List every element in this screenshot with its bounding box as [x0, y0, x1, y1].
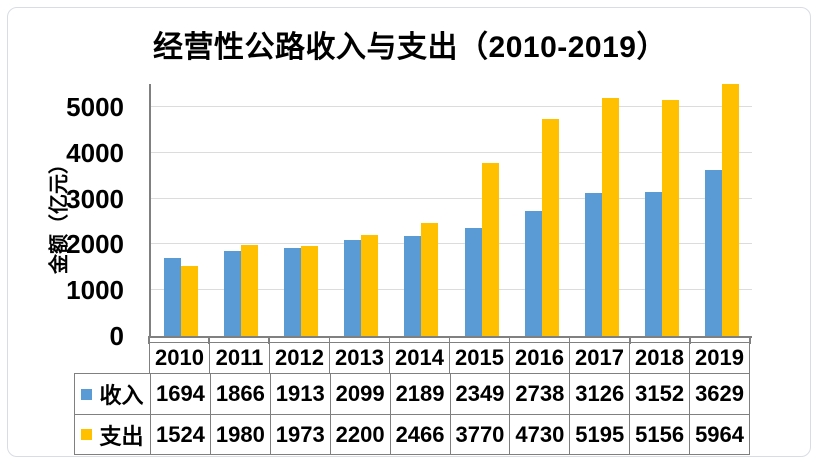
bar-group-2013 — [331, 84, 391, 336]
y-tick-label: 1000 — [66, 275, 124, 306]
year-cell: 2014 — [389, 343, 449, 373]
x-tick-mark — [568, 336, 571, 344]
legend-key-expense: 支出 — [75, 414, 150, 454]
x-tick-mark — [629, 336, 631, 344]
year-cell: 2015 — [449, 343, 509, 373]
y-tick-label: 3000 — [66, 183, 124, 214]
y-tick-label: 4000 — [66, 137, 124, 168]
gridline — [151, 105, 752, 107]
value-cell-income-2010: 1694 — [150, 374, 210, 414]
bar-group-2010 — [151, 84, 211, 336]
bar-group-2017 — [572, 84, 632, 336]
x-tick-mark — [328, 336, 331, 344]
chart-title: 经营性公路收入与支出（2010-2019） — [153, 31, 667, 64]
table-row-expense: 支出 1524 1980 1973 2200 2466 3770 4730 5195 5156 59… — [75, 414, 749, 454]
x-axis-category-row: 2010 2011 2012 2013 2014 2015 2016 2017 2018 2019 — [149, 342, 750, 373]
value-cell-income-2019: 3629 — [689, 374, 749, 414]
bar-income-2017 — [584, 192, 602, 336]
value-cell-expense-2016: 4730 — [509, 414, 570, 454]
year-cell: 2017 — [569, 343, 629, 373]
bar-income-2013 — [344, 239, 362, 336]
plot-area — [149, 84, 752, 338]
bar-income-2011 — [224, 250, 242, 336]
value-cell-income-2014: 2189 — [389, 374, 450, 414]
gridline — [151, 289, 752, 291]
x-tick-mark — [388, 336, 391, 344]
bar-group-2012 — [271, 84, 331, 336]
value-cell-income-2016: 2738 — [509, 374, 569, 414]
x-tick-mark — [689, 336, 691, 344]
series-label-expense: 支出 — [99, 423, 144, 449]
bar-group-2014 — [391, 84, 451, 336]
gridline — [151, 151, 752, 153]
value-cell-expense-2017: 5195 — [569, 414, 630, 454]
value-cell-expense-2012: 1973 — [269, 414, 330, 454]
gridline — [151, 197, 752, 199]
value-cell-income-2013: 2099 — [329, 374, 390, 414]
bar-expense-2011 — [241, 245, 259, 336]
bar-income-2012 — [284, 248, 302, 336]
legend-key-income: 收入 — [75, 374, 150, 414]
x-tick-mark — [208, 336, 210, 344]
x-tick-mark — [268, 336, 270, 344]
bar-group-2018 — [632, 84, 692, 336]
bar-group-2015 — [452, 84, 512, 336]
value-cell-expense-2018: 5156 — [629, 414, 690, 454]
x-tick-mark — [148, 336, 150, 344]
bar-income-2018 — [644, 191, 662, 336]
year-cell: 2011 — [209, 343, 269, 373]
year-cell: 2016 — [509, 343, 569, 373]
y-tick-label: 5000 — [66, 91, 124, 122]
value-cell-income-2011: 1866 — [209, 374, 270, 414]
value-cell-income-2018: 3152 — [629, 374, 689, 414]
value-cell-income-2017: 3126 — [569, 374, 629, 414]
bar-income-2019 — [704, 169, 722, 336]
value-cell-expense-2019: 5964 — [689, 414, 749, 454]
year-cell: 2013 — [329, 343, 389, 373]
year-cell: 2018 — [629, 343, 689, 373]
bar-income-2014 — [404, 235, 422, 336]
bar-expense-2016 — [541, 119, 559, 336]
value-cell-expense-2014: 2466 — [389, 414, 450, 454]
bar-expense-2013 — [361, 235, 379, 336]
y-tick-label: 0 — [109, 321, 124, 351]
value-cell-expense-2010: 1524 — [150, 414, 210, 454]
bar-income-2015 — [464, 228, 482, 336]
bar-expense-2014 — [421, 223, 439, 336]
value-cell-income-2015: 2349 — [449, 374, 510, 414]
bar-income-2010 — [164, 258, 182, 336]
bar-expense-2019 — [721, 84, 739, 336]
year-cell: 2010 — [155, 345, 204, 370]
year-cell: 2012 — [269, 343, 329, 373]
table-row-income: 收入 1694 1866 1913 2099 2189 2349 2738 3126 3152 36… — [75, 374, 749, 414]
bar-group-2019 — [692, 84, 752, 336]
legend-marker-expense — [81, 429, 93, 440]
value-cell-expense-2013: 2200 — [329, 414, 390, 454]
bar-expense-2012 — [301, 245, 319, 336]
bar-expense-2017 — [601, 97, 619, 336]
series-label-income: 收入 — [99, 383, 144, 408]
x-tick-mark — [749, 336, 751, 344]
year-cell: 2019 — [689, 343, 749, 373]
data-table: 收入 1694 1866 1913 2099 2189 2349 2738 3126 3152 36… — [74, 373, 750, 455]
y-tick-label: 2000 — [66, 229, 124, 260]
gridline — [151, 243, 752, 245]
bar-expense-2010 — [181, 266, 199, 336]
value-cell-expense-2015: 3770 — [449, 414, 510, 454]
bar-group-2016 — [512, 84, 572, 336]
bar-income-2016 — [524, 210, 542, 336]
bar-group-2011 — [211, 84, 271, 336]
legend-marker-income — [81, 388, 93, 400]
x-tick-mark — [448, 336, 451, 344]
x-tick-mark — [508, 336, 511, 344]
value-cell-expense-2011: 1980 — [209, 414, 270, 454]
value-cell-income-2012: 1913 — [269, 374, 330, 414]
bar-expense-2015 — [481, 163, 499, 336]
bar-expense-2018 — [661, 99, 679, 336]
